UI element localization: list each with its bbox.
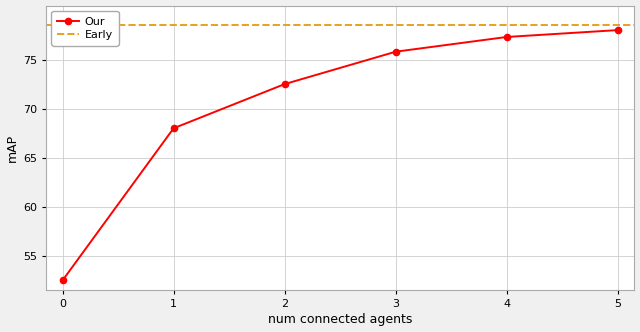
Legend: Our, Early: Our, Early <box>51 11 118 45</box>
Line: Our: Our <box>60 27 621 284</box>
Our <box>392 50 399 54</box>
Early <box>170 23 177 27</box>
Y-axis label: mAP: mAP <box>6 134 19 162</box>
Our <box>170 126 177 130</box>
Our <box>59 279 67 283</box>
Our <box>281 82 289 86</box>
Our <box>614 28 621 32</box>
Early <box>59 23 67 27</box>
X-axis label: num connected agents: num connected agents <box>268 313 412 326</box>
Our <box>503 35 511 39</box>
